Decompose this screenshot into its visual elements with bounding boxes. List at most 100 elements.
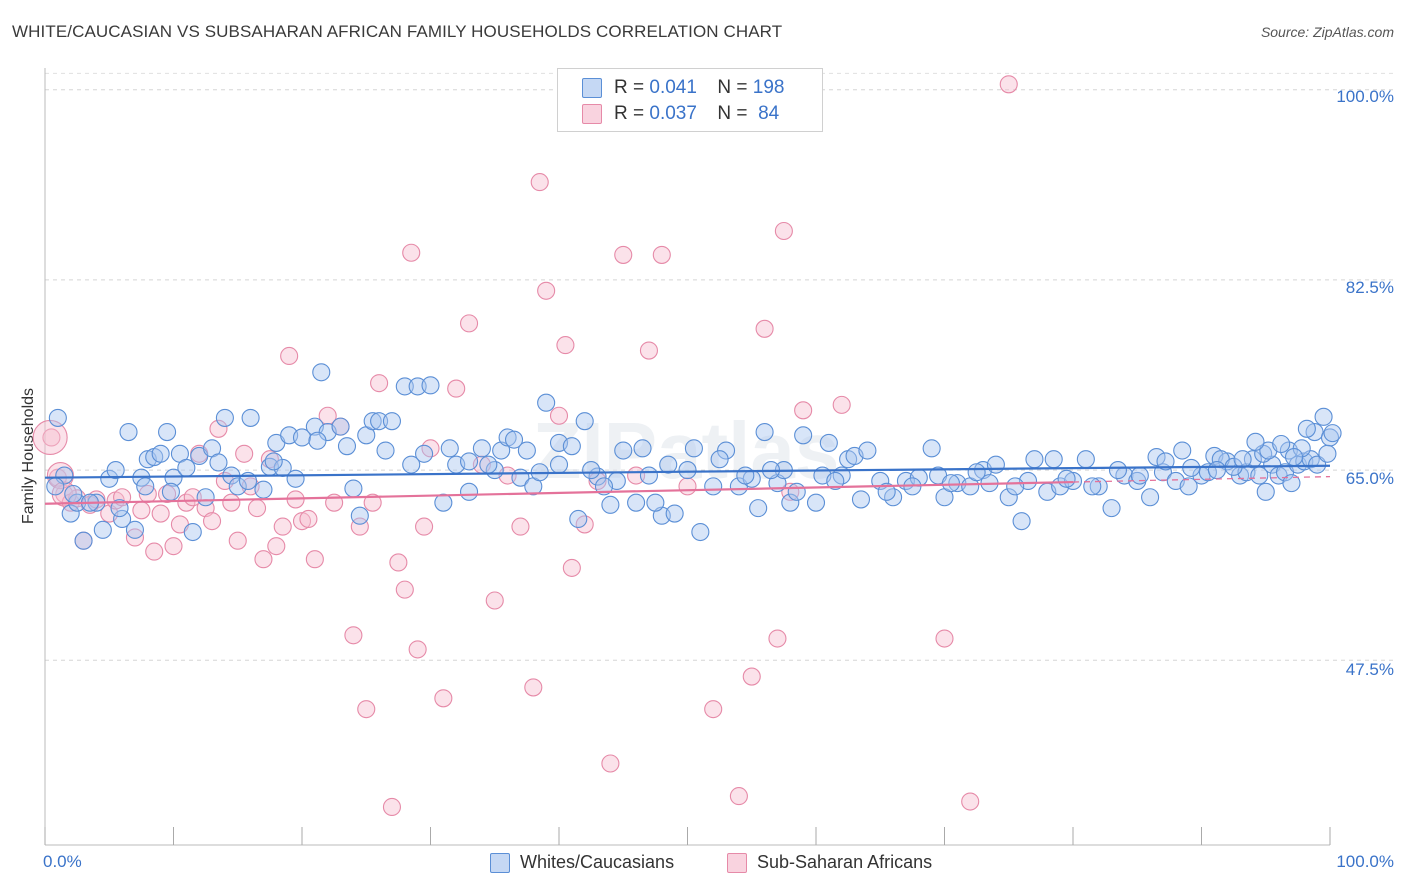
data-point-whites (858, 441, 877, 460)
data-point-sub-saharan (408, 640, 427, 659)
data-point-whites (46, 477, 65, 496)
data-point-whites (151, 444, 170, 463)
data-point-whites (633, 439, 652, 458)
data-point-whites (1012, 512, 1031, 531)
data-point-whites (421, 376, 440, 395)
data-point-whites (74, 531, 93, 550)
data-point-sub-saharan (228, 531, 247, 550)
legend-n-value: 84 (758, 103, 780, 124)
data-point-whites (755, 422, 774, 442)
data-point-whites (704, 477, 723, 496)
data-point-whites (479, 455, 498, 474)
data-point-whites (819, 433, 838, 452)
data-point-whites (1147, 447, 1166, 467)
y-tick-label: 82.5% (1345, 278, 1394, 297)
data-point-whites (678, 461, 697, 480)
legend-swatch-blue (490, 852, 510, 873)
data-point-sub-saharan (267, 537, 286, 556)
data-point-whites (646, 493, 665, 512)
data-point-whites (1179, 477, 1198, 496)
chart-title: WHITE/CAUCASIAN VS SUBSAHARAN AFRICAN FA… (12, 22, 783, 41)
data-point-whites (119, 422, 138, 442)
data-point-whites (710, 450, 729, 469)
data-point-sub-saharan (299, 509, 318, 529)
data-point-sub-saharan (273, 517, 292, 536)
data-point-whites (228, 477, 247, 496)
data-point-whites (684, 439, 703, 458)
x-tick-label: 0.0% (43, 852, 82, 871)
data-point-sub-saharan (203, 512, 222, 531)
data-point-sub-saharan (678, 477, 697, 496)
data-point-whites (350, 506, 369, 525)
data-point-whites (569, 509, 588, 529)
data-point-whites (922, 439, 941, 458)
data-point-whites (312, 363, 331, 382)
data-point-whites (286, 469, 305, 488)
data-point-sub-saharan (145, 542, 164, 561)
data-point-sub-saharan (999, 75, 1018, 94)
data-point-whites (408, 377, 427, 396)
data-point-sub-saharan (235, 444, 254, 463)
series-sub-saharan-africans (32, 75, 1018, 817)
data-point-whites (241, 408, 260, 427)
data-point-sub-saharan (305, 550, 324, 569)
data-point-whites (402, 455, 421, 474)
data-point-whites (1025, 450, 1044, 469)
data-point-whites (1089, 477, 1108, 496)
data-point-whites (459, 482, 479, 501)
trend-line-sub-saharan (44, 480, 1074, 505)
data-point-whites (1323, 424, 1342, 443)
legend-swatch-blue (582, 78, 602, 98)
data-point-whites (826, 471, 845, 491)
data-point-whites (48, 408, 67, 427)
data-point-sub-saharan (125, 528, 144, 547)
x-tick-label: 100.0% (1336, 852, 1394, 871)
data-point-whites (562, 437, 581, 456)
data-point-sub-saharan (363, 493, 382, 512)
legend-r-value: 0.037 (649, 103, 697, 124)
legend-n-label: N = (717, 103, 748, 124)
data-point-whites (158, 422, 177, 442)
data-point-whites (1272, 434, 1291, 454)
data-point-sub-saharan (389, 553, 408, 572)
correlation-legend: R = 0.041 N = 198 R = 0.037 N = 84 (557, 68, 823, 132)
data-point-whites (1233, 450, 1252, 469)
data-point-whites (161, 482, 180, 501)
trend-lines (44, 464, 1331, 505)
data-point-whites (1083, 477, 1102, 496)
data-point-sub-saharan (344, 626, 363, 645)
data-point-sub-saharan (935, 629, 954, 648)
data-point-whites (614, 441, 633, 460)
data-point-sub-saharan (42, 428, 61, 447)
legend-n-value: 198 (752, 77, 785, 98)
data-point-whites (877, 482, 896, 501)
data-point-sub-saharan (209, 419, 228, 438)
data-point-whites (1173, 441, 1192, 460)
data-point-whites (537, 393, 556, 412)
legend-row-whites: R = 0.041 N = 198 (582, 76, 784, 100)
data-point-whites (415, 444, 434, 463)
data-point-sub-saharan (537, 281, 556, 300)
data-point-whites (1130, 466, 1149, 485)
data-point-whites (594, 477, 614, 496)
data-point-whites (395, 377, 414, 396)
y-tick-label: 47.5% (1345, 660, 1394, 679)
data-point-whites (999, 488, 1018, 507)
data-point-whites (492, 441, 511, 460)
data-point-sub-saharan (434, 689, 453, 708)
data-point-whites (164, 468, 183, 487)
series-whites-caucasians (46, 363, 1342, 550)
data-point-whites (1108, 461, 1128, 480)
data-point-whites (781, 493, 800, 512)
legend-r-label: R = (614, 103, 645, 124)
data-point-whites (627, 493, 646, 512)
data-point-sub-saharan (395, 580, 414, 599)
data-point-sub-saharan (247, 499, 267, 518)
legend-swatch-pink (582, 104, 602, 124)
data-point-whites (61, 504, 80, 523)
data-point-whites (177, 458, 196, 477)
data-point-sub-saharan (254, 550, 273, 569)
data-point-sub-saharan (357, 700, 376, 719)
data-point-whites (459, 452, 479, 471)
data-point-whites (183, 522, 202, 542)
